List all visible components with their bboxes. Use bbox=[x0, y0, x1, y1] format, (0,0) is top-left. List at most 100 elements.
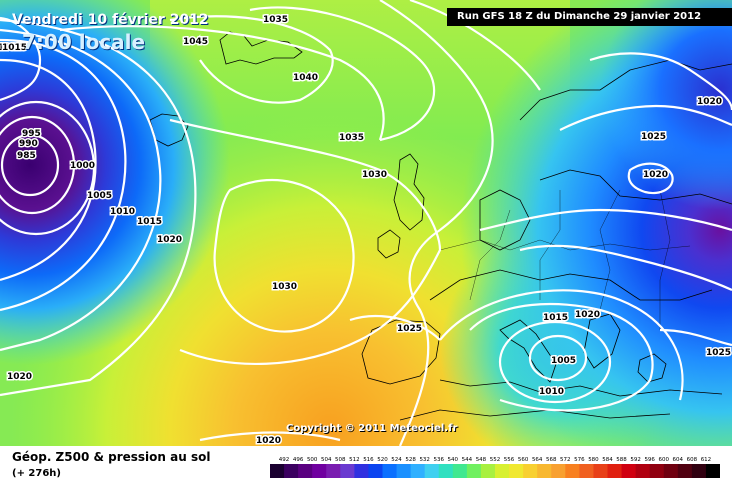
scale-tick: 536 bbox=[434, 457, 445, 463]
scale-tick: 596 bbox=[644, 457, 655, 463]
isobar-label: 1015 bbox=[2, 43, 27, 53]
scale-tick: 540 bbox=[448, 457, 459, 463]
color-swatch bbox=[649, 464, 665, 478]
color-swatch bbox=[480, 464, 496, 478]
scale-tick: 572 bbox=[560, 457, 571, 463]
isobar-lines bbox=[0, 0, 732, 446]
color-scale: 492 496 500 504 508 512 516 520 524 528 532 536 540 5… bbox=[270, 457, 720, 478]
isobar-label: 1015 bbox=[137, 217, 162, 227]
map-canvas: 1035 1045 1040 1035 1035 1030 1030 1025 … bbox=[0, 0, 732, 446]
color-swatch bbox=[663, 464, 679, 478]
color-swatch bbox=[382, 464, 398, 478]
legend-title: Géop. Z500 & pression au sol bbox=[12, 450, 211, 464]
weather-map: 1035 1045 1040 1035 1035 1030 1030 1025 … bbox=[0, 0, 732, 446]
scale-tick: 552 bbox=[490, 457, 501, 463]
isobar-label: 1020 bbox=[7, 372, 32, 382]
color-swatch bbox=[635, 464, 651, 478]
scale-tick: 556 bbox=[504, 457, 515, 463]
scale-tick: 504 bbox=[321, 457, 332, 463]
isobar-label: 1020 bbox=[697, 97, 722, 107]
copyright: Copyright © 2011 Meteociel.fr bbox=[286, 423, 458, 434]
color-swatch bbox=[270, 464, 285, 478]
scale-tick: 612 bbox=[701, 457, 712, 463]
isobar-label: 1030 bbox=[362, 170, 387, 180]
scale-tick: 564 bbox=[532, 457, 543, 463]
scale-tick: 584 bbox=[602, 457, 613, 463]
isobar-label: 1025 bbox=[397, 324, 422, 334]
scale-tick: 580 bbox=[588, 457, 599, 463]
scale-tick: 604 bbox=[673, 457, 684, 463]
isobar-label: 1020 bbox=[256, 436, 281, 446]
isobar-label: 1005 bbox=[551, 356, 576, 366]
scale-tick: 600 bbox=[659, 457, 670, 463]
color-swatch bbox=[523, 464, 538, 478]
color-swatch bbox=[410, 464, 426, 478]
color-swatch bbox=[565, 464, 580, 478]
isobar-label: 1040 bbox=[293, 73, 318, 83]
color-swatch bbox=[284, 464, 299, 478]
scale-tick: 592 bbox=[630, 457, 641, 463]
scale-tick: 532 bbox=[419, 457, 430, 463]
color-swatch bbox=[537, 464, 552, 478]
isobar-label: 1025 bbox=[641, 132, 666, 142]
scale-tick: 608 bbox=[687, 457, 698, 463]
color-swatch bbox=[396, 464, 412, 478]
scale-tick: 516 bbox=[363, 457, 374, 463]
color-swatch bbox=[312, 464, 327, 478]
color-swatch bbox=[677, 464, 693, 478]
scale-tick: 520 bbox=[377, 457, 388, 463]
scale-tick: 512 bbox=[349, 457, 360, 463]
isobar-label: 1025 bbox=[706, 348, 731, 358]
isobar-label: 1020 bbox=[575, 310, 600, 320]
isobar-label: 1000 bbox=[70, 161, 95, 171]
color-swatch bbox=[354, 464, 369, 478]
isobar-label: 1035 bbox=[0, 43, 23, 53]
scale-tick: 492 bbox=[279, 457, 290, 463]
run-info: Run GFS 18 Z du Dimanche 29 janvier 2012 bbox=[447, 8, 732, 26]
color-swatch bbox=[326, 464, 341, 478]
legend-subtitle: (+ 276h) bbox=[12, 468, 61, 479]
color-swatch bbox=[621, 464, 637, 478]
scale-tick: 524 bbox=[391, 457, 402, 463]
isobar-label: 990 bbox=[19, 139, 38, 149]
color-swatch bbox=[579, 464, 594, 478]
coastlines bbox=[149, 31, 732, 421]
isobar-label: 1010 bbox=[539, 387, 564, 397]
scale-tick: 528 bbox=[405, 457, 416, 463]
color-swatch bbox=[509, 464, 524, 478]
scale-tick: 588 bbox=[616, 457, 627, 463]
color-swatch bbox=[705, 464, 720, 478]
color-swatch bbox=[495, 464, 510, 478]
scale-tick: 560 bbox=[518, 457, 529, 463]
isobar-label: 1015 bbox=[543, 313, 568, 323]
isobar-label: 1020 bbox=[157, 235, 182, 245]
forecast-time: 7:00 locale bbox=[22, 30, 146, 54]
color-swatch bbox=[424, 464, 440, 478]
legend-footer: Géop. Z500 & pression au sol (+ 276h) 49… bbox=[0, 446, 732, 488]
color-swatch bbox=[551, 464, 566, 478]
isobar-label: 1035 bbox=[339, 133, 364, 143]
isobar-label: 1005 bbox=[87, 191, 112, 201]
isobar-label: 1030 bbox=[272, 282, 297, 292]
isobar-label: 1010 bbox=[110, 207, 135, 217]
scale-tick: 568 bbox=[546, 457, 557, 463]
scale-tick: 500 bbox=[307, 457, 318, 463]
color-swatch bbox=[368, 464, 383, 478]
scale-tick: 496 bbox=[293, 457, 304, 463]
isobar-label: 1020 bbox=[643, 170, 668, 180]
isobar-label: 1045 bbox=[183, 37, 208, 47]
isobar-label: 995 bbox=[22, 129, 41, 139]
isobar-label: 985 bbox=[17, 151, 36, 161]
color-swatch bbox=[340, 464, 355, 478]
scale-tick: 548 bbox=[476, 457, 487, 463]
forecast-date: Vendredi 10 février 2012 bbox=[12, 12, 209, 28]
color-swatch bbox=[298, 464, 313, 478]
color-swatch bbox=[607, 464, 623, 478]
color-swatch bbox=[593, 464, 608, 478]
isobar-label: 1035 bbox=[263, 15, 288, 25]
color-swatch bbox=[438, 464, 454, 478]
color-swatch bbox=[691, 464, 707, 478]
scale-tick: 576 bbox=[574, 457, 585, 463]
color-swatch bbox=[466, 464, 482, 478]
isobar-labels: 1035 1045 1040 1035 1035 1030 1030 1025 … bbox=[0, 14, 732, 447]
